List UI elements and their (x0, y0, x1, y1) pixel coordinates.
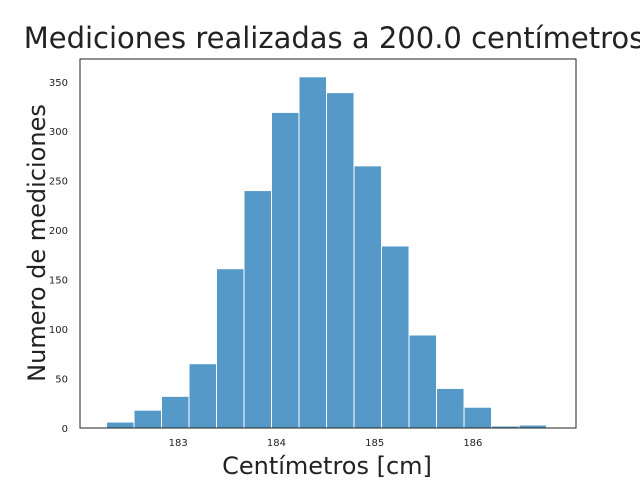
y-tick-label: 150 (49, 276, 68, 287)
histogram-bar (436, 387, 465, 429)
y-tick-label: 350 (49, 78, 68, 89)
chart-title: Mediciones realizadas a 200.0 centímetro… (24, 21, 640, 55)
histogram-bar (408, 334, 438, 429)
histogram-bar (381, 245, 410, 429)
y-tick-label: 300 (49, 127, 68, 138)
x-tick-label: 186 (463, 438, 482, 449)
x-tick-label: 185 (365, 438, 384, 449)
histogram-bar (271, 111, 300, 429)
y-tick-label: 50 (55, 375, 68, 386)
histogram-bar (161, 395, 190, 429)
x-tick-label: 183 (169, 438, 188, 449)
x-axis-label: Centímetros [cm] (222, 452, 432, 480)
y-tick-label: 250 (49, 177, 68, 188)
histogram-bar (298, 76, 328, 429)
histogram-bar (188, 363, 218, 429)
x-tick-label: 184 (267, 438, 286, 449)
x-axis-ticks: 183 184 185 186 (169, 438, 483, 449)
y-tick-label: 0 (62, 424, 68, 435)
histogram-bar (326, 92, 355, 429)
y-axis-ticks: 0 50 100 150 200 250 300 350 (49, 78, 68, 435)
y-tick-label: 100 (49, 325, 68, 336)
histogram-bar (106, 421, 135, 429)
plot-frame (79, 58, 577, 429)
bars-group (106, 76, 548, 429)
y-axis-label: Numero de mediciones (23, 104, 51, 382)
histogram-bar (243, 190, 273, 429)
y-tick-label: 200 (49, 226, 68, 237)
histogram-bar (133, 409, 163, 429)
histogram-bar (216, 268, 245, 429)
histogram-bar (463, 406, 493, 429)
histogram-bar (353, 165, 383, 429)
